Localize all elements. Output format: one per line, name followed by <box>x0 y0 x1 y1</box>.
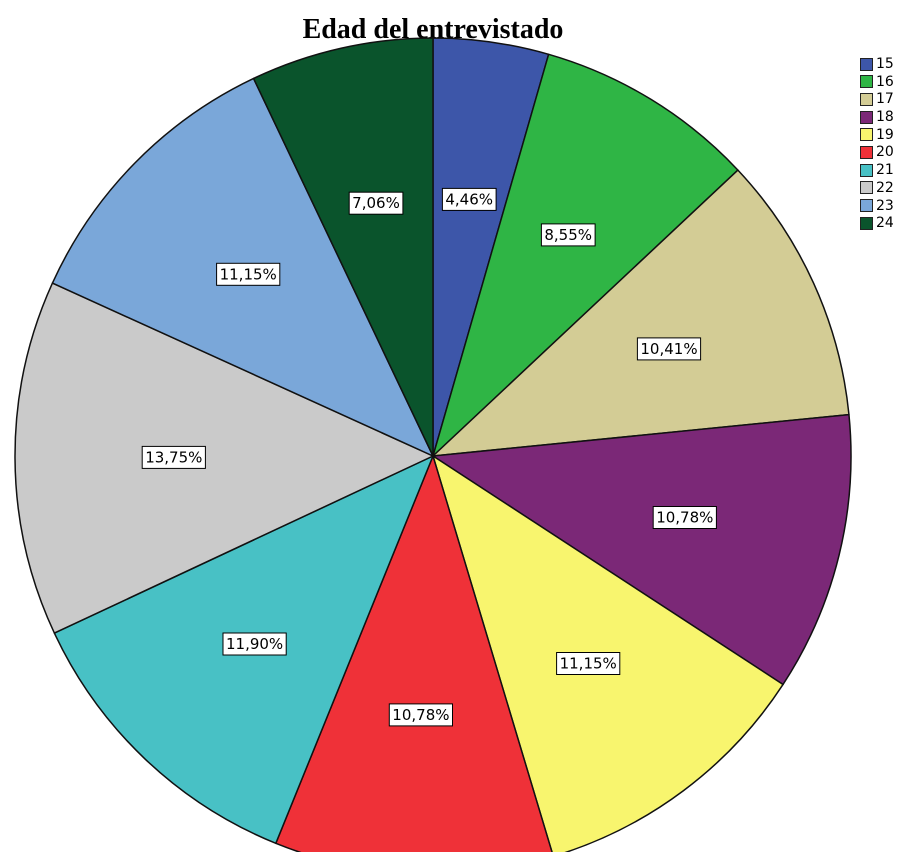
legend-label: 17 <box>876 91 894 108</box>
slice-label-21: 11,90% <box>222 632 287 656</box>
slice-label-20: 10,78% <box>388 703 453 727</box>
legend-label: 18 <box>876 109 894 126</box>
legend-item-18: 18 <box>860 109 904 125</box>
pie-slices <box>14 37 852 852</box>
legend-label: 22 <box>876 179 894 196</box>
legend-item-23: 23 <box>860 198 904 214</box>
slice-label-box <box>216 262 281 286</box>
legend-item-20: 20 <box>860 144 904 160</box>
slice-label-text: 11,15% <box>220 265 277 283</box>
pie-slice-24 <box>252 37 434 457</box>
pie-slice-22 <box>14 282 434 634</box>
slice-label-text: 10,41% <box>640 340 697 358</box>
slice-label-16: 8,55% <box>540 223 596 247</box>
slice-label-box <box>388 703 453 727</box>
slice-label-text: 11,15% <box>560 655 617 673</box>
slice-label-17: 10,41% <box>636 337 702 361</box>
slice-label-text: 7,06% <box>352 194 400 212</box>
slice-label-text: 10,78% <box>392 706 449 724</box>
legend-label: 21 <box>876 162 894 179</box>
legend-swatch <box>860 145 873 159</box>
legend-swatch <box>860 57 873 71</box>
legend-label: 15 <box>876 56 894 72</box>
legend-label: 20 <box>876 144 894 161</box>
pie-slice-16 <box>432 53 739 457</box>
slice-label-box <box>441 187 497 211</box>
legend-label: 24 <box>876 215 894 232</box>
slice-label-box <box>141 445 206 469</box>
legend-item-16: 16 <box>860 74 904 90</box>
legend-label: 16 <box>876 73 894 90</box>
legend-item-15: 15 <box>860 56 904 72</box>
legend-item-19: 19 <box>860 127 904 143</box>
pie-slice-17 <box>432 169 850 457</box>
legend-swatch <box>860 110 873 124</box>
slice-label-box <box>540 223 596 247</box>
pie-data-labels: 4,46% 8,55% 10,41% 10,78% 11,15% 10,78% 11,90%… <box>141 187 717 727</box>
legend-item-21: 21 <box>860 162 904 178</box>
slice-label-text: 8,55% <box>544 226 592 244</box>
legend-swatch <box>860 216 873 230</box>
slice-label-text: 10,78% <box>656 509 713 527</box>
slice-label-box <box>348 191 404 215</box>
slice-label-box <box>636 337 702 361</box>
slice-label-box <box>652 506 717 529</box>
slice-label-text: 11,90% <box>226 635 283 653</box>
legend-swatch <box>860 181 873 195</box>
legend-swatch <box>860 199 873 212</box>
slice-label-box <box>222 632 287 656</box>
legend-swatch <box>860 163 873 177</box>
slice-label-19: 11,15% <box>556 652 621 675</box>
legend-item-22: 22 <box>860 180 904 196</box>
slice-label-24: 7,06% <box>348 191 404 215</box>
legend-swatch <box>860 128 873 142</box>
legend-label: 19 <box>876 126 894 143</box>
slice-label-text: 4,46% <box>445 190 493 208</box>
slice-label-22: 13,75% <box>141 445 206 469</box>
slice-label-18: 10,78% <box>652 506 717 529</box>
legend-item-17: 17 <box>860 91 904 107</box>
legend-swatch <box>860 92 873 106</box>
slice-label-23: 11,15% <box>216 262 281 286</box>
slice-label-text: 13,75% <box>145 448 202 466</box>
pie-slice-18 <box>432 413 852 686</box>
legend-swatch <box>860 75 873 89</box>
legend: 15 16 17 18 19 20 21 22 23 24 <box>860 56 904 233</box>
slice-label-box <box>556 652 621 675</box>
legend-label: 23 <box>876 197 894 214</box>
slice-label-15: 4,46% <box>441 187 497 211</box>
legend-item-24: 24 <box>860 215 904 231</box>
